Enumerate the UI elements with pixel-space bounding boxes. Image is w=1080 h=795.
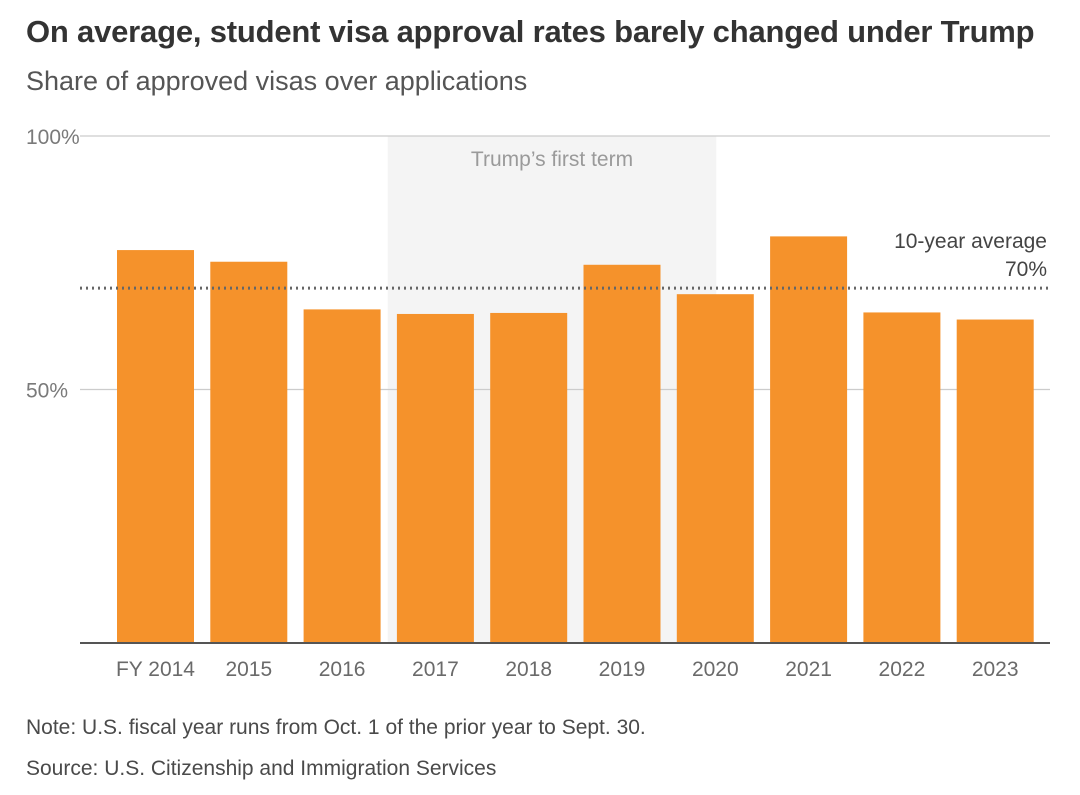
x-tick-label-2023: 2023 bbox=[972, 658, 1019, 681]
chart-subtitle: Share of approved visas over application… bbox=[26, 66, 528, 96]
shaded-region-label: Trump’s first term bbox=[471, 148, 633, 171]
y-tick-label-50: 50% bbox=[26, 380, 68, 403]
x-tick-label-2021: 2021 bbox=[785, 658, 832, 681]
bar-2021 bbox=[770, 236, 848, 644]
x-tick-label-fy-2014: FY 2014 bbox=[116, 658, 195, 681]
bar-2015 bbox=[210, 261, 288, 643]
average-line-label: 10-year average bbox=[894, 230, 1047, 253]
average-line-value: 70% bbox=[1005, 258, 1047, 281]
x-tick-label-2015: 2015 bbox=[225, 658, 272, 681]
chart-title: On average, student visa approval rates … bbox=[26, 14, 1035, 49]
x-tick-label-2018: 2018 bbox=[505, 658, 552, 681]
bar-2016 bbox=[303, 309, 381, 643]
bar-2022 bbox=[863, 312, 941, 643]
bar-2023 bbox=[956, 319, 1034, 643]
bar-2017 bbox=[396, 313, 474, 643]
bar-chart: Trump’s first term 50% 100% FY 2014 2015 2016… bbox=[26, 126, 1050, 681]
x-tick-label-2016: 2016 bbox=[319, 658, 366, 681]
x-tick-label-2022: 2022 bbox=[879, 658, 926, 681]
y-tick-label-100: 100% bbox=[26, 126, 80, 149]
bar-2019 bbox=[583, 264, 661, 643]
bar-fy-2014 bbox=[117, 250, 194, 643]
x-tick-label-2019: 2019 bbox=[599, 658, 646, 681]
chart-source: Source: U.S. Citizenship and Immigration… bbox=[26, 757, 497, 780]
bar-2020 bbox=[676, 294, 754, 643]
x-tick-label-2020: 2020 bbox=[692, 658, 739, 681]
chart-note: Note: U.S. fiscal year runs from Oct. 1 … bbox=[26, 716, 646, 739]
bar-2018 bbox=[490, 312, 568, 643]
x-tick-label-2017: 2017 bbox=[412, 658, 459, 681]
